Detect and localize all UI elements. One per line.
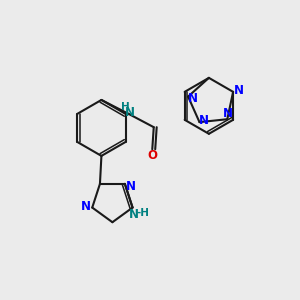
Text: N: N bbox=[199, 114, 209, 127]
Text: N: N bbox=[233, 84, 243, 97]
Text: N: N bbox=[129, 208, 139, 220]
Text: N: N bbox=[188, 92, 197, 105]
Text: N: N bbox=[125, 106, 135, 119]
Text: N: N bbox=[223, 107, 233, 120]
Text: N: N bbox=[81, 200, 92, 213]
Text: H: H bbox=[122, 103, 130, 112]
Text: -H: -H bbox=[136, 208, 149, 218]
Text: N: N bbox=[126, 180, 136, 193]
Text: O: O bbox=[148, 149, 158, 162]
